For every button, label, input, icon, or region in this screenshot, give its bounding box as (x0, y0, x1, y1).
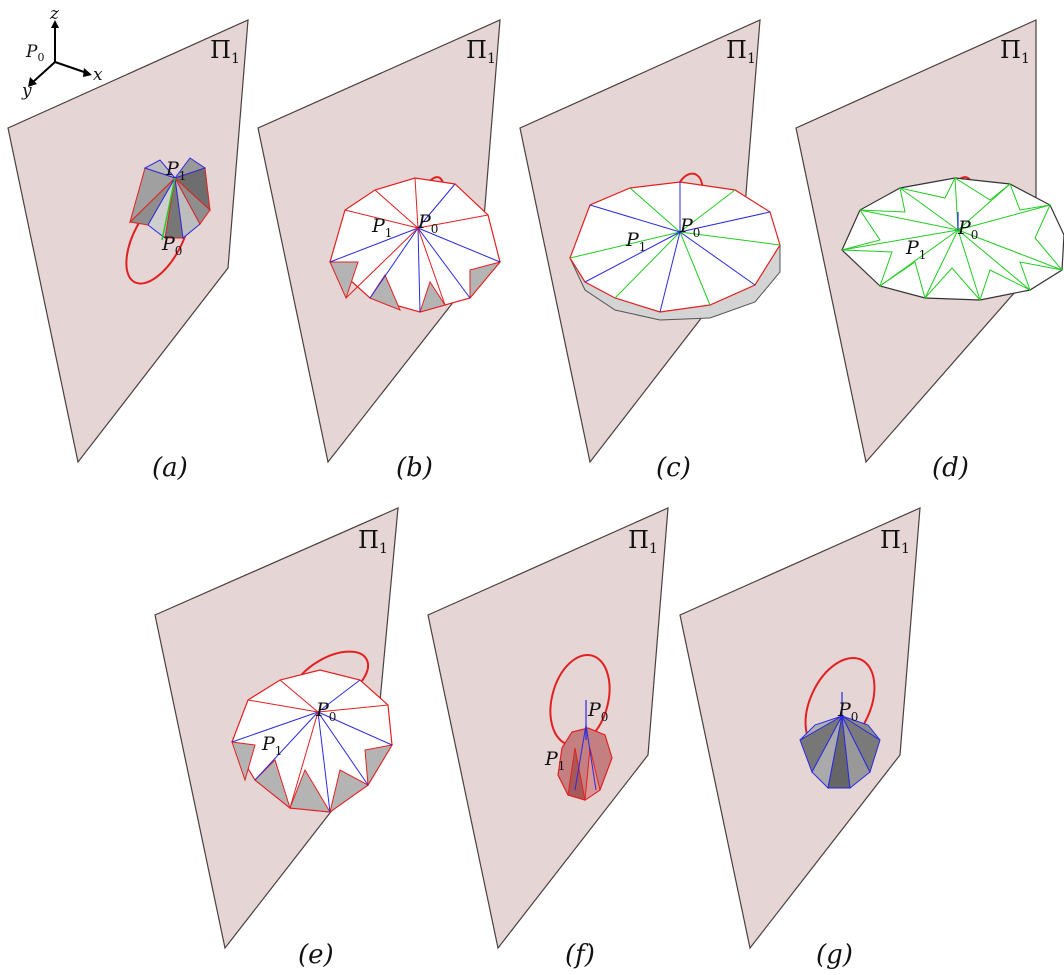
point-p1-label: P1 (625, 229, 646, 254)
caption-d: (d) (932, 453, 969, 483)
unfolding-pattern (329, 177, 502, 313)
panel-g: Π1 P0 (g) (679, 507, 921, 970)
plane-label: Π1 (358, 526, 388, 557)
plane-label: Π1 (726, 36, 756, 67)
point-p1-label: P1 (165, 158, 186, 183)
plane-pi1 (679, 507, 921, 950)
panel-e: Π1 P1 P0 (e) (154, 507, 399, 970)
point-p0-label: P0 (417, 211, 438, 236)
plane-label: Π1 (1000, 36, 1030, 67)
point-p1-label: P1 (371, 215, 392, 240)
refolded-pattern (799, 692, 881, 790)
flat-pattern (841, 177, 1064, 301)
point-p0-label: P0 (679, 215, 700, 240)
point-p0-label: P0 (587, 699, 608, 724)
x-axis (54, 61, 88, 74)
point-p0-label: P0 (837, 699, 858, 724)
y-arrowhead-icon (28, 77, 37, 87)
plane-label: Π1 (880, 526, 910, 557)
caption-g: (g) (816, 940, 853, 970)
plane-label: Π1 (210, 36, 240, 67)
origin-label: P0 (25, 42, 44, 64)
panel-a: Π1 P1 P0 (a) (7, 19, 249, 483)
z-arrowhead-icon (51, 20, 59, 28)
x-arrowhead-icon (83, 68, 92, 77)
caption-e: (e) (298, 940, 334, 970)
point-p1-label: P1 (261, 733, 282, 758)
refolding-pattern (557, 700, 613, 801)
x-axis-label: x (93, 65, 103, 85)
caption-f: (f) (565, 940, 595, 970)
caption-b: (b) (396, 453, 433, 483)
plane-pi1 (7, 19, 249, 464)
panel-b: Π1 P1 (257, 19, 502, 483)
refolding-pattern (231, 669, 393, 814)
panel-f: Π1 P1 P0 (f) (427, 507, 669, 970)
point-p0-label: P0 (161, 233, 182, 258)
point-p0-label: P0 (957, 217, 978, 242)
plane-label: Π1 (628, 526, 658, 557)
z-axis-label: z (49, 4, 60, 24)
unfolding-pattern (569, 181, 781, 321)
caption-c: (c) (656, 453, 691, 483)
axes-triad: z x y P0 (21, 4, 103, 101)
plane-pi1 (427, 507, 669, 950)
folded-pattern (128, 157, 211, 239)
point-p1-label: P1 (544, 748, 565, 773)
panel-d: Π1 P1 P0 (d) (795, 19, 1064, 483)
panel-c: Π1 P1 P0 (c) (519, 19, 781, 483)
point-p0-label: P0 (315, 699, 336, 724)
point-p1-label: P1 (905, 237, 926, 262)
y-axis (32, 61, 56, 83)
y-axis-label: y (21, 81, 32, 101)
plane-label: Π1 (466, 36, 496, 67)
caption-a: (a) (152, 453, 188, 483)
